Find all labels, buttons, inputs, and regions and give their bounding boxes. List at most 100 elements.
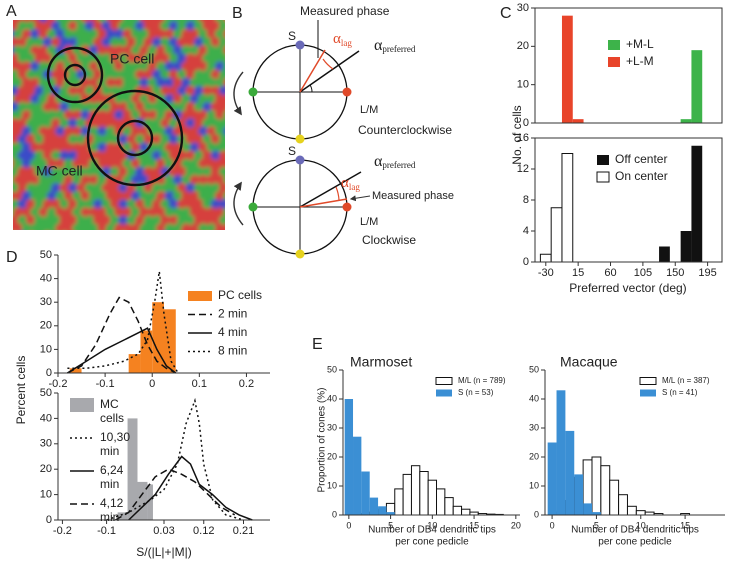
cone xyxy=(206,174,217,186)
cone xyxy=(101,150,112,161)
cone xyxy=(122,126,133,137)
cone xyxy=(17,215,28,226)
cone xyxy=(177,232,187,242)
histogram-bar xyxy=(117,512,128,520)
legend-label: min xyxy=(100,477,119,491)
cone xyxy=(135,134,146,145)
cone xyxy=(109,150,121,161)
x-tick-label: 0 xyxy=(550,520,555,530)
cone xyxy=(151,53,163,64)
cone xyxy=(164,191,175,202)
cone xyxy=(151,166,163,178)
cone xyxy=(210,101,221,113)
x-tick-label: 0.1 xyxy=(192,378,207,390)
cone xyxy=(214,93,225,105)
cone xyxy=(51,37,62,48)
cone xyxy=(122,77,133,89)
pointer-arrow xyxy=(349,195,371,202)
cone xyxy=(202,134,213,145)
cone xyxy=(219,134,225,145)
cone xyxy=(59,20,70,32)
cone xyxy=(13,199,20,210)
cone xyxy=(21,126,32,137)
cone xyxy=(30,191,41,202)
cone xyxy=(88,61,100,72)
receptive-field xyxy=(63,63,87,87)
cone xyxy=(30,61,41,72)
cone xyxy=(105,61,117,72)
cone xyxy=(214,61,225,72)
cone xyxy=(63,158,74,169)
cone xyxy=(189,45,200,56)
panel-label: A xyxy=(6,3,17,20)
cone xyxy=(30,77,41,89)
mosaic-cones xyxy=(9,20,237,242)
subscript: preferred xyxy=(382,44,415,54)
cone xyxy=(193,53,205,64)
cone xyxy=(126,215,137,226)
x-tick-label: 0.12 xyxy=(193,525,214,537)
cone xyxy=(139,110,150,121)
cone xyxy=(135,166,146,178)
cone xyxy=(84,166,96,178)
cone xyxy=(101,69,112,80)
cone xyxy=(223,159,225,168)
cone xyxy=(227,167,237,177)
cone xyxy=(139,77,150,89)
cone xyxy=(164,126,175,137)
cone xyxy=(223,127,225,136)
chart-title: Macaque xyxy=(560,354,618,370)
cone xyxy=(219,85,225,97)
cone xyxy=(9,232,19,242)
histogram-bar xyxy=(386,512,395,515)
cone xyxy=(59,134,70,145)
cone xyxy=(168,215,179,226)
cone xyxy=(114,45,125,56)
y-tick-label: 10 xyxy=(40,343,52,355)
cone xyxy=(223,192,225,201)
m-cone-dot xyxy=(248,87,258,97)
cone xyxy=(118,53,129,64)
x-tick-label: -0.1 xyxy=(97,525,116,537)
cone xyxy=(223,30,225,39)
cone xyxy=(88,29,100,40)
cone xyxy=(105,142,117,153)
cone xyxy=(223,62,225,71)
cone xyxy=(30,207,41,218)
preferred-vector xyxy=(299,50,360,93)
legend-label: Off center xyxy=(615,152,667,166)
cone xyxy=(185,199,196,210)
x-tick-label: 10 xyxy=(636,520,646,530)
cone xyxy=(127,232,137,242)
cone xyxy=(38,174,49,186)
line-series xyxy=(128,455,253,521)
cone xyxy=(17,134,28,145)
cone xyxy=(109,199,121,210)
cone xyxy=(181,45,192,56)
cone xyxy=(42,118,53,129)
cone xyxy=(156,29,167,40)
cone xyxy=(143,232,153,242)
cone xyxy=(42,199,53,210)
cone xyxy=(143,53,154,64)
cone xyxy=(21,191,32,202)
cone xyxy=(189,61,200,72)
cone xyxy=(55,158,66,169)
legend-label: 6,24 xyxy=(100,463,124,477)
cone xyxy=(206,77,217,89)
cone xyxy=(59,232,69,242)
cone xyxy=(202,150,213,161)
cone xyxy=(139,61,150,72)
cone xyxy=(143,37,154,48)
cone xyxy=(42,182,53,194)
y-tick-label: 50 xyxy=(529,364,539,374)
cone xyxy=(156,126,167,137)
cone xyxy=(177,69,188,80)
histogram-bar xyxy=(378,506,387,515)
cone xyxy=(135,53,146,64)
cone xyxy=(214,191,225,202)
cone xyxy=(101,37,112,48)
y-tick-label: 0 xyxy=(332,509,337,519)
cone xyxy=(105,191,117,202)
cone xyxy=(168,182,179,194)
